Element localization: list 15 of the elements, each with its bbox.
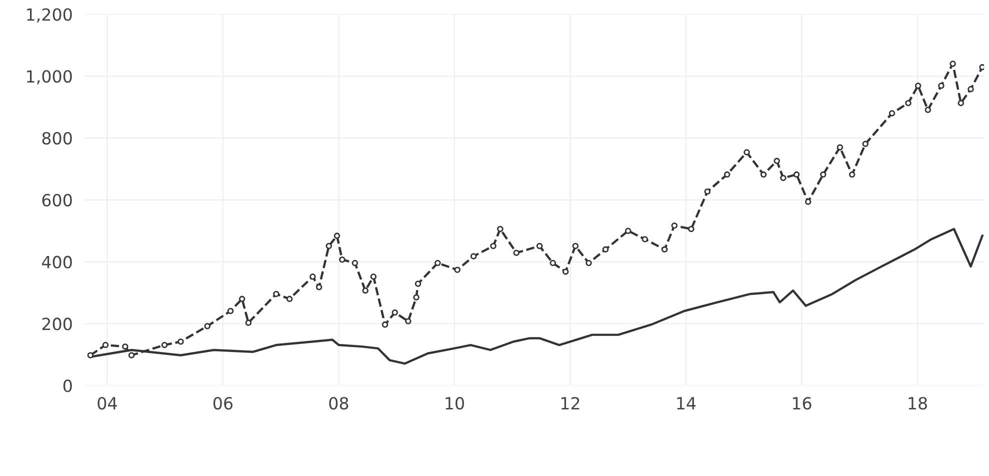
y-tick-label: 200 [42,318,72,330]
x-tick-label: 04 [98,396,117,410]
y-tick-label: 600 [42,194,72,206]
y-tick-label: 1,000 [27,70,72,84]
y-tick-label: 400 [42,256,72,268]
y-tick-label: 800 [42,132,72,145]
y-tick-label: 1,200 [27,8,72,23]
x-tick-label: 12 [561,396,580,410]
x-tick-label: 10 [446,396,464,410]
x-tick-label: 16 [792,396,812,410]
x-tick-label: 06 [213,396,233,410]
x-tick-label: 18 [908,396,927,410]
x-tick-label: 08 [329,396,348,410]
x-tick-label: 14 [677,397,696,410]
y-tick-label: 0 [63,380,72,392]
